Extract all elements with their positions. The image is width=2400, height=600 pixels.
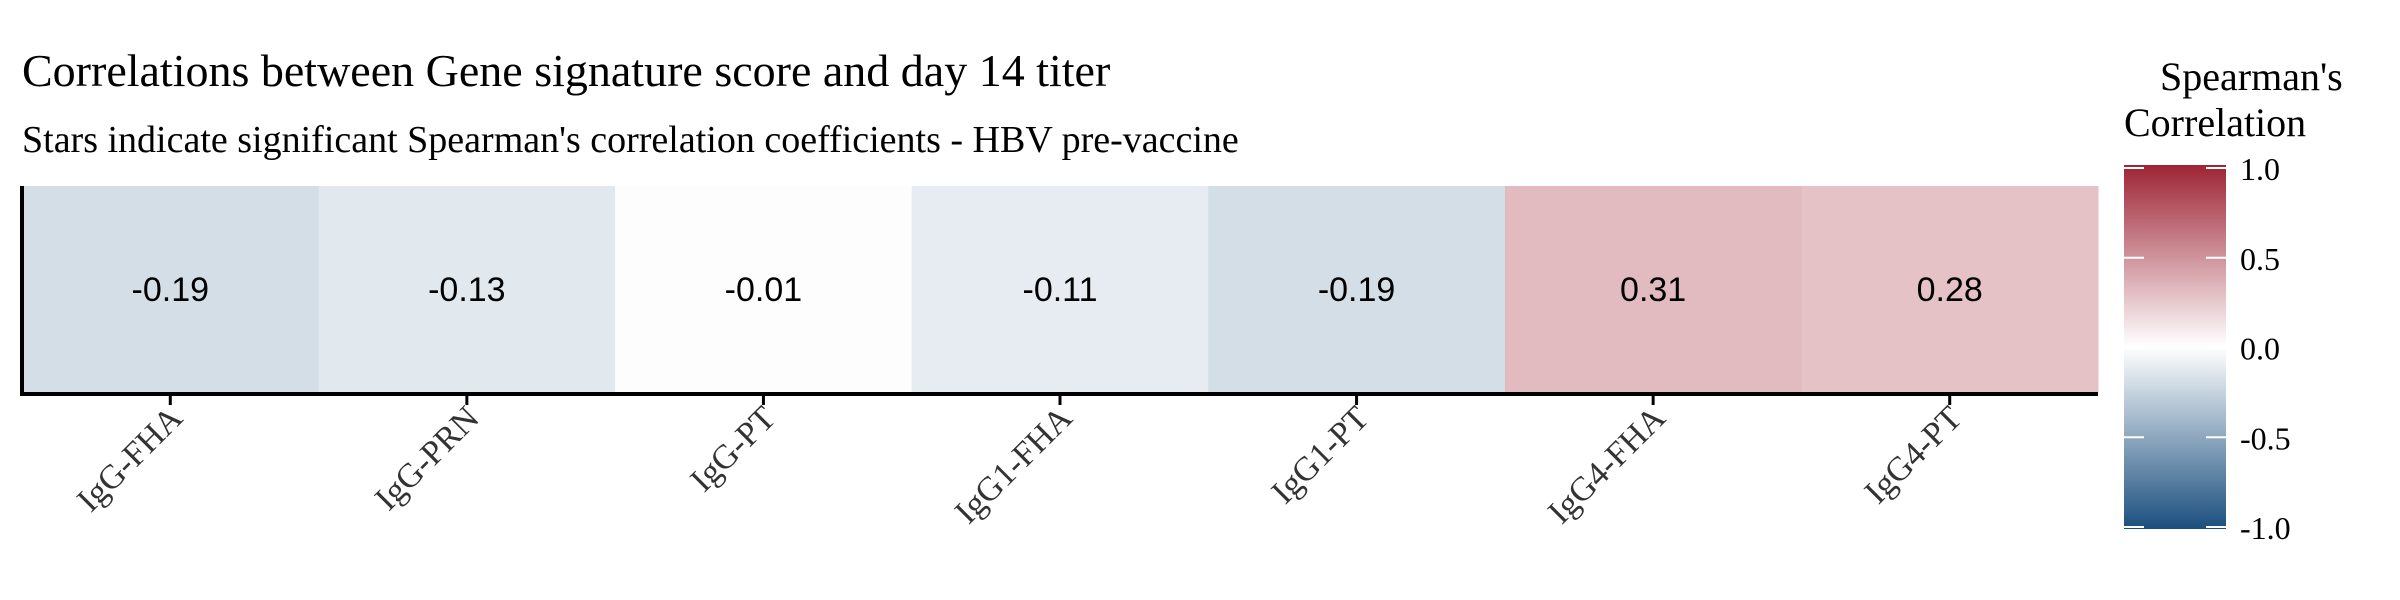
x-tick-label: IgG1-FHA <box>948 399 1080 531</box>
x-axis-tick-labels: IgG-FHA IgG-PRN IgG-PT IgG1-FHA IgG1-PT IgG4-… <box>70 399 1969 531</box>
cell-value-label: 0.28 <box>1917 271 1983 309</box>
x-tick-label: IgG-FHA <box>70 399 190 519</box>
heatmap-cell <box>1504 186 1802 392</box>
x-tick-label: IgG4-FHA <box>1541 399 1673 531</box>
x-tick-label: IgG-PRN <box>368 399 486 517</box>
legend-title-line-2: Correlation <box>2124 100 2306 145</box>
heatmap-cell <box>1208 186 1506 392</box>
heatmap-cell <box>1801 186 2099 392</box>
cell-value-labels: -0.19 -0.13 -0.01 -0.11 -0.19 0.31 0.28 <box>132 271 1983 309</box>
chart-subtitle: Stars indicate significant Spearman's co… <box>22 119 1239 161</box>
chart-title: Correlations between Gene signature scor… <box>22 45 1110 96</box>
x-axis-ticks <box>168 394 1952 405</box>
x-tick-label: IgG4-PT <box>1858 399 1970 511</box>
x-tick-label: IgG-PT <box>683 399 783 499</box>
legend-tick-label: -1.0 <box>2240 510 2291 546</box>
legend-tick-label: 0.0 <box>2240 331 2280 367</box>
cell-value-label: -0.01 <box>725 271 803 309</box>
cell-value-label: -0.13 <box>428 271 506 309</box>
cell-value-label: -0.19 <box>132 271 210 309</box>
heatmap-cell <box>318 186 616 392</box>
legend-tick-label: 1.0 <box>2240 151 2280 187</box>
x-tick-label: IgG1-PT <box>1265 399 1377 511</box>
cell-value-label: -0.19 <box>1318 271 1396 309</box>
heatmap-cell <box>22 186 320 392</box>
legend-tick-label: -0.5 <box>2240 420 2291 456</box>
legend-title-line-1: Spearman's <box>2160 54 2343 99</box>
heatmap-cells <box>22 186 2099 392</box>
heatmap-cell <box>911 186 1209 392</box>
heatmap-cell <box>615 186 913 392</box>
legend-ticks <box>2124 167 2226 528</box>
color-legend: Spearman's Correlation 1.0 0.5 0.0 -0.5 -1.0 <box>2124 54 2343 546</box>
legend-tick-labels: 1.0 0.5 0.0 -0.5 -1.0 <box>2240 151 2291 546</box>
cell-value-label: -0.11 <box>1023 271 1098 309</box>
legend-tick-label: 0.5 <box>2240 241 2280 277</box>
cell-value-label: 0.31 <box>1620 271 1686 309</box>
